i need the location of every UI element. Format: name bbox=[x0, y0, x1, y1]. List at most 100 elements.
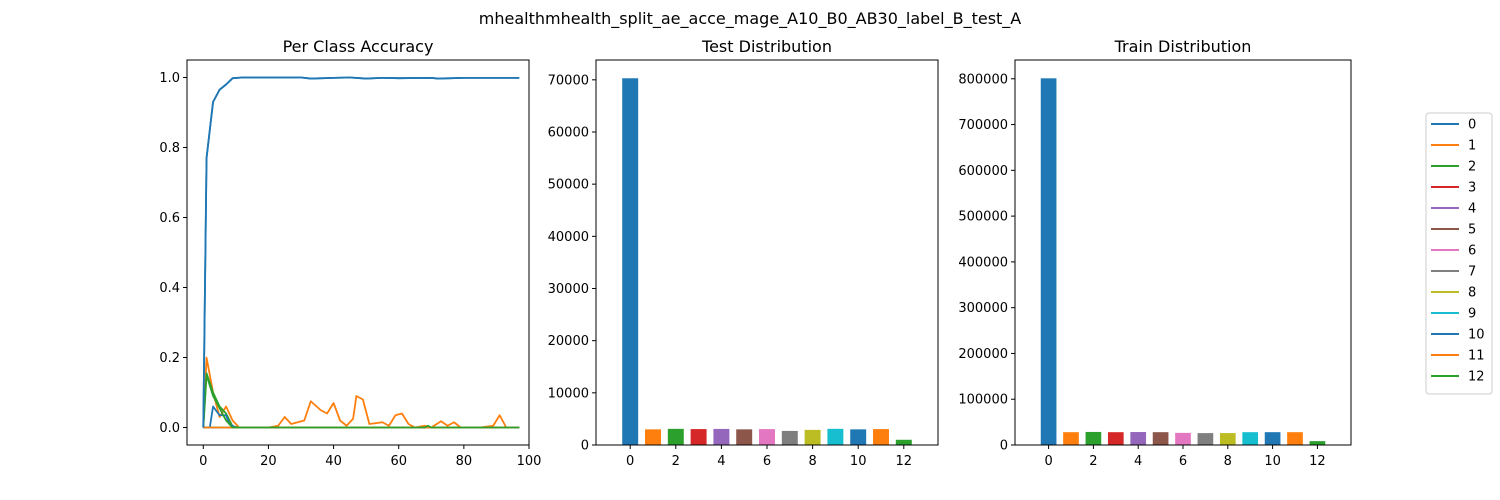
x-tick-label: 6 bbox=[1179, 454, 1187, 469]
x-tick-label: 100 bbox=[517, 454, 542, 469]
series-line-0 bbox=[202, 76, 520, 428]
panel-title: Test Distribution bbox=[701, 37, 832, 56]
bar-8 bbox=[1219, 433, 1236, 445]
figure-title: mhealthmhealth_split_ae_acce_mage_A10_B0… bbox=[479, 9, 1022, 29]
bar-2 bbox=[1085, 431, 1102, 445]
y-tick-label: 500000 bbox=[958, 210, 1008, 225]
test-distribution-plot: Test Distribution 0 2 4 6 8 10 12 0 10000 20000 300… bbox=[548, 37, 939, 469]
bar-4 bbox=[713, 428, 730, 445]
y-tick-label: 40000 bbox=[548, 230, 589, 245]
bar-3 bbox=[690, 429, 707, 445]
panel-title: Train Distribution bbox=[1114, 37, 1252, 56]
series-line-0-top bbox=[202, 76, 520, 428]
legend-box bbox=[1425, 112, 1493, 395]
y-tick-label: 300000 bbox=[958, 301, 1008, 316]
y-tick-label: 600000 bbox=[958, 164, 1008, 179]
series-line-1 bbox=[202, 356, 520, 429]
x-tick-label: 2 bbox=[672, 454, 680, 469]
x-tick-label: 8 bbox=[1224, 454, 1232, 469]
bar-10 bbox=[850, 429, 867, 445]
bar-12 bbox=[895, 439, 912, 445]
line-series-group bbox=[202, 76, 520, 429]
x-tick-label: 0 bbox=[1044, 454, 1052, 469]
bar-10 bbox=[1264, 432, 1281, 445]
bar-8 bbox=[804, 429, 821, 445]
bar-2 bbox=[667, 428, 684, 445]
bar-1 bbox=[1063, 432, 1079, 445]
bar-0 bbox=[622, 78, 639, 445]
y-tick-label: 0.6 bbox=[159, 211, 180, 226]
legend-label-7: 7 bbox=[1468, 265, 1476, 280]
x-tick-label: 40 bbox=[325, 454, 342, 469]
y-tick-label: 0.8 bbox=[159, 141, 180, 156]
legend-label-5: 5 bbox=[1468, 223, 1476, 238]
y-tick-label: 50000 bbox=[548, 178, 589, 193]
x-tick-label: 0 bbox=[626, 454, 634, 469]
x-tick-label: 4 bbox=[717, 454, 725, 469]
x-tick-label: 10 bbox=[850, 454, 867, 469]
x-tick-label: 80 bbox=[456, 454, 473, 469]
axes-frame bbox=[186, 59, 530, 446]
x-tick-label: 20 bbox=[260, 454, 277, 469]
y-tick-label: 200000 bbox=[958, 347, 1008, 362]
x-tick-label: 12 bbox=[1309, 454, 1326, 469]
bar-9 bbox=[827, 428, 844, 445]
series-line-2 bbox=[202, 372, 520, 429]
bar-3 bbox=[1107, 432, 1124, 445]
y-tick-label: 60000 bbox=[548, 125, 589, 140]
bar-6 bbox=[759, 429, 775, 445]
x-tick-label: 60 bbox=[390, 454, 407, 469]
x-tick-label: 0 bbox=[199, 454, 207, 469]
series-line-12 bbox=[202, 374, 520, 429]
bar-9 bbox=[1242, 432, 1259, 445]
x-tick-label: 8 bbox=[808, 454, 816, 469]
bar-5 bbox=[1152, 432, 1169, 445]
y-tick-label: 0.2 bbox=[159, 351, 180, 366]
legend-label-8: 8 bbox=[1468, 286, 1476, 301]
y-tick-label: 0.4 bbox=[159, 281, 180, 296]
y-tick-label: 0 bbox=[581, 439, 589, 454]
bar-0 bbox=[1040, 78, 1057, 445]
y-tick-label: 10000 bbox=[548, 386, 589, 401]
legend-label-12: 12 bbox=[1468, 370, 1485, 385]
y-tick-label: 400000 bbox=[958, 255, 1008, 270]
axes-frame bbox=[595, 59, 939, 446]
bar-1 bbox=[645, 429, 661, 445]
y-tick-label: 0 bbox=[1000, 439, 1008, 454]
panel-title: Per Class Accuracy bbox=[283, 37, 434, 56]
y-tick-label: 20000 bbox=[548, 334, 589, 349]
axes-frame bbox=[1014, 59, 1352, 446]
series-line-10 bbox=[203, 405, 520, 429]
x-tick-label: 10 bbox=[1264, 454, 1281, 469]
y-tick-label: 70000 bbox=[548, 73, 589, 88]
y-tick-label: 1.0 bbox=[159, 71, 180, 86]
legend-label-10: 10 bbox=[1468, 328, 1485, 343]
legend-label-6: 6 bbox=[1468, 244, 1476, 259]
legend-label-3: 3 bbox=[1468, 181, 1476, 196]
bar-11 bbox=[1287, 432, 1303, 445]
y-tick-label: 30000 bbox=[548, 282, 589, 297]
y-tick-label: 100000 bbox=[958, 393, 1008, 408]
legend-label-4: 4 bbox=[1468, 202, 1476, 217]
legend-label-1: 1 bbox=[1468, 139, 1476, 154]
train-distribution-plot: Train Distribution 0 2 4 6 8 10 12 0 100000 200000… bbox=[958, 37, 1352, 469]
legend-label-11: 11 bbox=[1468, 349, 1485, 364]
per-class-accuracy-plot: Per Class Accuracy 0 20 40 60 80 100 0.0 0.2 0.4 0… bbox=[159, 37, 541, 469]
bar-7 bbox=[1197, 433, 1214, 445]
x-tick-label: 4 bbox=[1134, 454, 1142, 469]
y-tick-label: 800000 bbox=[958, 72, 1008, 87]
bar-4 bbox=[1130, 432, 1147, 445]
x-tick-label: 12 bbox=[896, 454, 913, 469]
legend-label-2: 2 bbox=[1468, 160, 1476, 175]
bar-5 bbox=[736, 429, 753, 445]
y-tick-label: 700000 bbox=[958, 118, 1008, 133]
bar-6 bbox=[1175, 432, 1191, 445]
x-tick-label: 2 bbox=[1089, 454, 1097, 469]
legend-label-0: 0 bbox=[1468, 118, 1476, 133]
bar-7 bbox=[781, 430, 798, 445]
legend-label-9: 9 bbox=[1468, 307, 1476, 322]
y-tick-label: 0.0 bbox=[159, 421, 180, 436]
x-tick-label: 6 bbox=[763, 454, 771, 469]
